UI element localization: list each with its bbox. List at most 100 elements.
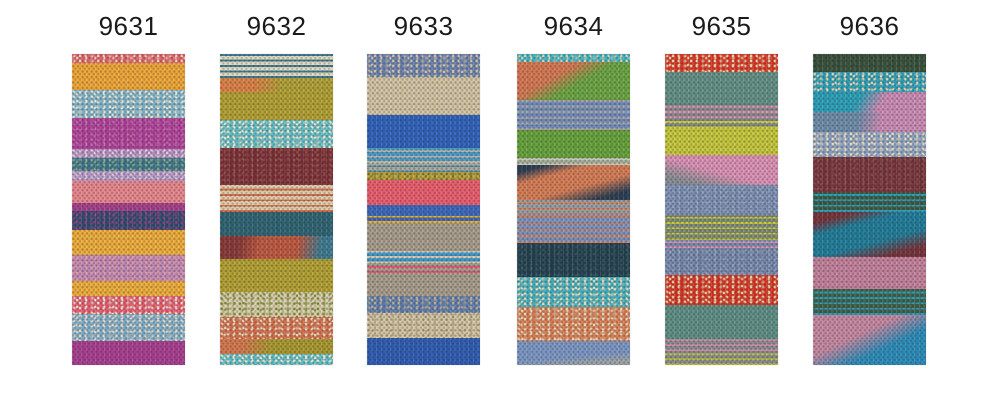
yarn-swatch (220, 54, 333, 365)
yarn-stripe (220, 354, 333, 365)
yarn-stripe (517, 277, 630, 307)
colorway-label: 9633 (393, 11, 454, 41)
yarn-stripe (665, 275, 778, 305)
yarn-stripe (665, 351, 778, 365)
yarn-stripe (220, 92, 333, 120)
yarn-stripe (220, 212, 333, 236)
yarn-stripe (367, 180, 480, 205)
yarn-stripe (517, 130, 630, 158)
colorway-label: 9634 (543, 11, 604, 41)
yarn-stripe (813, 289, 926, 315)
yarn-stripe (665, 155, 778, 185)
yarn-stripe (665, 72, 778, 105)
yarn-stripe (517, 100, 630, 130)
yarn-stripe (517, 215, 630, 243)
yarn-stripe (220, 259, 333, 292)
yarn-stripe (813, 112, 926, 132)
yarn-stripe (367, 172, 480, 180)
yarn-stripe (665, 118, 778, 128)
yarn-swatch (813, 54, 926, 365)
yarn-stripe (517, 307, 630, 341)
yarn-stripe (813, 192, 926, 212)
yarn-swatch (517, 54, 630, 365)
yarn-stripe (72, 149, 185, 158)
yarn-stripe (220, 120, 333, 148)
yarn-stripe (665, 248, 778, 275)
yarn-stripe (367, 213, 480, 223)
yarn-stripe (517, 243, 630, 277)
yarn-stripe (367, 77, 480, 115)
colorway-label: 9636 (839, 11, 900, 41)
colorway-column: 9632 (220, 12, 333, 365)
yarn-stripe (367, 338, 480, 365)
yarn-stripe (72, 90, 185, 118)
colorway-label: 9632 (246, 11, 307, 41)
yarn-stripe (72, 255, 185, 281)
yarn-stripe (665, 185, 778, 215)
yarn-stripe (813, 132, 926, 157)
yarn-stripe (813, 157, 926, 192)
yarn-stripe (220, 148, 333, 185)
colorway-column: 9633 (367, 12, 480, 365)
yarn-stripe (665, 105, 778, 118)
yarn-stripe (72, 181, 185, 203)
yarn-stripe (220, 78, 333, 92)
yarn-stripe (517, 341, 630, 365)
yarn-stripe (813, 212, 926, 257)
yarn-stripe (367, 148, 480, 163)
yarn-stripe (813, 257, 926, 289)
colorway-label: 9631 (98, 11, 159, 41)
yarn-stripe (367, 54, 480, 77)
yarn-stripe (72, 296, 185, 314)
yarn-stripe (517, 158, 630, 165)
yarn-stripe (665, 339, 778, 351)
colorway-column: 9636 (813, 12, 926, 365)
yarn-stripe (72, 230, 185, 255)
yarn-stripe (220, 185, 333, 212)
yarn-stripe (813, 92, 926, 112)
yarn-stripe (367, 263, 480, 273)
yarn-stripe (517, 62, 630, 100)
yarn-stripe (665, 128, 778, 155)
yarn-stripe (367, 251, 480, 263)
yarn-stripe (665, 54, 778, 72)
yarn-stripe (367, 313, 480, 338)
colorway-column: 9634 (517, 12, 630, 365)
yarn-stripe (220, 236, 333, 259)
yarn-stripe (367, 273, 480, 296)
colorway-column: 9635 (665, 12, 778, 365)
yarn-stripe (72, 118, 185, 149)
yarn-stripe (72, 54, 185, 63)
yarn-swatch (665, 54, 778, 365)
yarn-stripe (72, 314, 185, 341)
yarn-stripe (220, 317, 333, 339)
yarn-stripe (517, 200, 630, 215)
yarn-stripe (517, 54, 630, 62)
yarn-stripe (813, 72, 926, 92)
yarn-swatch (72, 54, 185, 365)
yarn-stripe (367, 205, 480, 213)
yarn-stripe (517, 165, 630, 200)
yarn-stripe (72, 158, 185, 171)
yarn-stripe (72, 341, 185, 365)
yarn-stripe (665, 305, 778, 339)
yarn-stripe (72, 171, 185, 181)
yarn-stripe (665, 240, 778, 248)
yarn-swatch (367, 54, 480, 365)
yarn-stripe (367, 296, 480, 313)
colorway-label: 9635 (691, 11, 752, 41)
yarn-stripe (72, 63, 185, 90)
yarn-stripe (367, 223, 480, 251)
yarn-stripe (813, 315, 926, 365)
yarn-stripe (367, 115, 480, 148)
yarn-stripe (367, 163, 480, 172)
yarn-stripe (72, 281, 185, 296)
yarn-stripe (220, 54, 333, 78)
yarn-stripe (813, 54, 926, 72)
yarn-stripe (220, 339, 333, 354)
yarn-stripe (72, 203, 185, 211)
colorway-column: 9631 (72, 12, 185, 365)
yarn-stripe (665, 215, 778, 240)
yarn-stripe (72, 211, 185, 230)
